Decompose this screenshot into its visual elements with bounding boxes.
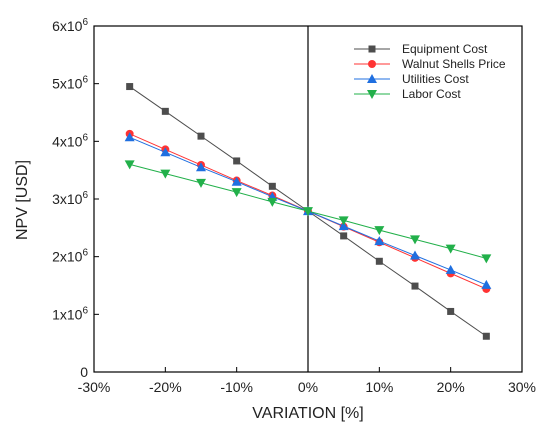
data-point-equipment-cost xyxy=(126,83,134,91)
data-point-utilities-cost xyxy=(160,147,171,157)
legend-marker-walnut-shells-price xyxy=(368,60,376,68)
data-point-utilities-cost xyxy=(231,176,242,186)
data-point-labor-cost xyxy=(124,160,135,170)
x-tick-label: -10% xyxy=(220,379,253,395)
x-tick-label: 20% xyxy=(437,379,465,395)
data-point-utilities-cost xyxy=(481,279,492,289)
x-tick-label: -30% xyxy=(78,379,111,395)
data-point-labor-cost xyxy=(267,197,278,207)
data-point-utilities-cost xyxy=(445,264,456,274)
y-tick-label: 4x106 xyxy=(52,132,88,149)
legend-label-equipment-cost: Equipment Cost xyxy=(402,42,488,56)
data-point-utilities-cost xyxy=(374,236,385,246)
x-tick-label: -20% xyxy=(149,379,182,395)
y-axis-title: NPV [USD] xyxy=(14,160,31,240)
data-point-labor-cost xyxy=(338,216,349,226)
y-tick-label: 0 xyxy=(80,364,88,380)
data-point-equipment-cost xyxy=(233,157,241,165)
y-tick-label: 1x106 xyxy=(52,305,88,322)
data-point-labor-cost xyxy=(160,169,171,179)
data-point-equipment-cost xyxy=(268,182,276,190)
data-point-labor-cost xyxy=(445,244,456,254)
data-point-labor-cost xyxy=(410,235,420,245)
data-point-utilities-cost xyxy=(410,250,420,260)
legend-marker-equipment-cost xyxy=(368,45,376,53)
data-point-labor-cost xyxy=(303,207,313,217)
data-point-equipment-cost xyxy=(197,132,205,140)
data-point-labor-cost xyxy=(196,178,206,188)
data-point-equipment-cost xyxy=(411,282,419,290)
data-point-equipment-cost xyxy=(340,232,348,240)
y-tick-label: 3x106 xyxy=(52,190,88,207)
x-tick-label: 30% xyxy=(508,379,536,395)
data-point-equipment-cost xyxy=(482,332,490,340)
data-point-equipment-cost xyxy=(161,107,169,115)
data-point-equipment-cost xyxy=(375,257,383,265)
legend-label-utilities-cost: Utilities Cost xyxy=(402,72,469,86)
y-tick-label: 2x106 xyxy=(52,248,88,265)
y-tick-label: 5x106 xyxy=(52,75,88,92)
x-tick-label: 0% xyxy=(298,379,318,395)
data-point-labor-cost xyxy=(374,226,385,236)
legend-label-walnut-shells-price: Walnut Shells Price xyxy=(402,57,506,71)
data-point-utilities-cost xyxy=(196,162,206,172)
x-axis-title: VARIATION [%] xyxy=(252,405,363,422)
legend-marker-utilities-cost xyxy=(367,74,377,83)
legend-label-labor-cost: Labor Cost xyxy=(402,87,461,101)
data-point-utilities-cost xyxy=(124,132,135,142)
x-tick-label: 10% xyxy=(365,379,393,395)
legend-marker-labor-cost xyxy=(367,90,377,99)
plot-area: -30% -20% -10% 0% 10% 20% 30% 0 1x106 2x106 3x106 4… xyxy=(52,17,536,395)
y-tick-label: 6x106 xyxy=(52,17,88,34)
data-point-utilities-cost xyxy=(338,221,349,231)
data-point-labor-cost xyxy=(481,254,492,264)
data-point-equipment-cost xyxy=(447,307,455,315)
data-point-labor-cost xyxy=(231,188,242,198)
